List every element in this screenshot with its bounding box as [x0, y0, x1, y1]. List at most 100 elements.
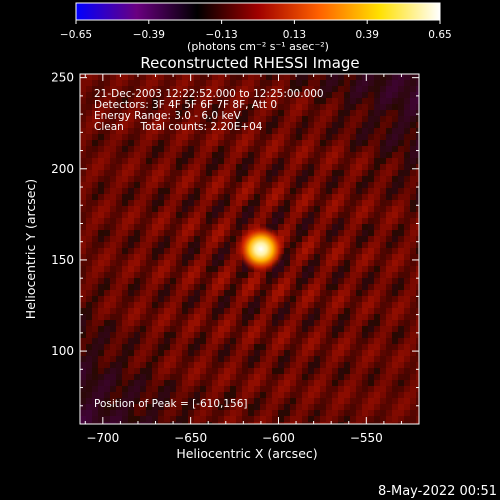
heatmap-cell — [134, 122, 140, 128]
heatmap-cell — [110, 392, 116, 398]
heatmap-cell — [164, 296, 170, 302]
heatmap-cell — [266, 410, 272, 416]
heatmap-cell — [290, 350, 296, 356]
heatmap-cell — [92, 98, 98, 104]
heatmap-cell — [110, 260, 116, 266]
heatmap-cell — [98, 146, 104, 152]
heatmap-cell — [122, 104, 128, 110]
heatmap-cell — [416, 128, 419, 134]
heatmap-cell — [140, 98, 146, 104]
heatmap-cell — [122, 176, 128, 182]
heatmap-cell — [344, 152, 350, 158]
heatmap-cell — [374, 416, 380, 422]
heatmap-cell — [86, 194, 92, 200]
heatmap-cell — [122, 404, 128, 410]
heatmap-cell — [158, 368, 164, 374]
heatmap-cell — [386, 152, 392, 158]
heatmap-cell — [278, 80, 284, 86]
heatmap-cell — [236, 146, 242, 152]
heatmap-cell — [284, 206, 290, 212]
heatmap-cell — [356, 326, 362, 332]
heatmap-cell — [254, 188, 260, 194]
heatmap-cell — [290, 404, 296, 410]
heatmap-cell — [122, 344, 128, 350]
heatmap-cell — [134, 272, 140, 278]
heatmap-cell — [92, 218, 98, 224]
heatmap-cell — [320, 368, 326, 374]
heatmap-cell — [176, 404, 182, 410]
heatmap-cell — [212, 386, 218, 392]
heatmap-cell — [326, 98, 332, 104]
heatmap-cell — [146, 386, 152, 392]
heatmap-cell — [170, 314, 176, 320]
heatmap-cell — [332, 104, 338, 110]
heatmap-cell — [122, 74, 128, 80]
heatmap-cell — [284, 350, 290, 356]
heatmap-cell — [152, 128, 158, 134]
heatmap-cell — [158, 134, 164, 140]
heatmap-cell — [206, 410, 212, 416]
heatmap-cell — [404, 212, 410, 218]
heatmap-cell — [320, 80, 326, 86]
heatmap-cell — [242, 128, 248, 134]
heatmap-cell — [152, 260, 158, 266]
heatmap-cell — [110, 122, 116, 128]
heatmap-cell — [284, 212, 290, 218]
heatmap-cell — [230, 182, 236, 188]
heatmap-cell — [182, 308, 188, 314]
heatmap-cell — [368, 356, 374, 362]
heatmap-cell — [104, 128, 110, 134]
heatmap-cell — [140, 332, 146, 338]
heatmap-cell — [350, 266, 356, 272]
heatmap-cell — [86, 188, 92, 194]
heatmap-cell — [80, 200, 86, 206]
heatmap-cell — [176, 254, 182, 260]
heatmap-cell — [344, 134, 350, 140]
heatmap-cell — [254, 326, 260, 332]
heatmap-cell — [230, 152, 236, 158]
heatmap-cell — [398, 332, 404, 338]
heatmap-cell — [374, 356, 380, 362]
heatmap-cell — [128, 194, 134, 200]
heatmap-cell — [194, 218, 200, 224]
heatmap-cell — [404, 224, 410, 230]
y-tick-label: 100 — [51, 344, 74, 358]
heatmap-cell — [176, 386, 182, 392]
colorbar-tick-label: 0.13 — [283, 29, 306, 41]
heatmap-cell — [86, 314, 92, 320]
heatmap-cell — [332, 158, 338, 164]
heatmap-cell — [230, 212, 236, 218]
heatmap-cell — [170, 92, 176, 98]
heatmap-cell — [254, 302, 260, 308]
heatmap-cell — [218, 422, 224, 424]
heatmap-cell — [230, 254, 236, 260]
heatmap-cell — [248, 92, 254, 98]
heatmap-cell — [170, 122, 176, 128]
heatmap-cell — [386, 128, 392, 134]
heatmap-cell — [134, 86, 140, 92]
heatmap-cell — [236, 386, 242, 392]
heatmap-cell — [272, 134, 278, 140]
heatmap-cell — [254, 362, 260, 368]
heatmap-cell — [278, 86, 284, 92]
heatmap-cell — [164, 212, 170, 218]
heatmap-cell — [194, 416, 200, 422]
heatmap-cell — [362, 146, 368, 152]
heatmap-cell — [104, 122, 110, 128]
heatmap-cell — [152, 368, 158, 374]
heatmap-cell — [338, 410, 344, 416]
heatmap-cell — [218, 176, 224, 182]
heatmap-cell — [194, 194, 200, 200]
heatmap-cell — [260, 344, 266, 350]
heatmap-cell — [98, 194, 104, 200]
heatmap-cell — [386, 422, 392, 424]
heatmap-cell — [134, 254, 140, 260]
heatmap-cell — [302, 272, 308, 278]
heatmap-cell — [380, 152, 386, 158]
heatmap-cell — [284, 356, 290, 362]
heatmap-cell — [398, 278, 404, 284]
heatmap-cell — [128, 278, 134, 284]
heatmap-cell — [284, 254, 290, 260]
heatmap-cell — [224, 314, 230, 320]
heatmap-cell — [182, 104, 188, 110]
